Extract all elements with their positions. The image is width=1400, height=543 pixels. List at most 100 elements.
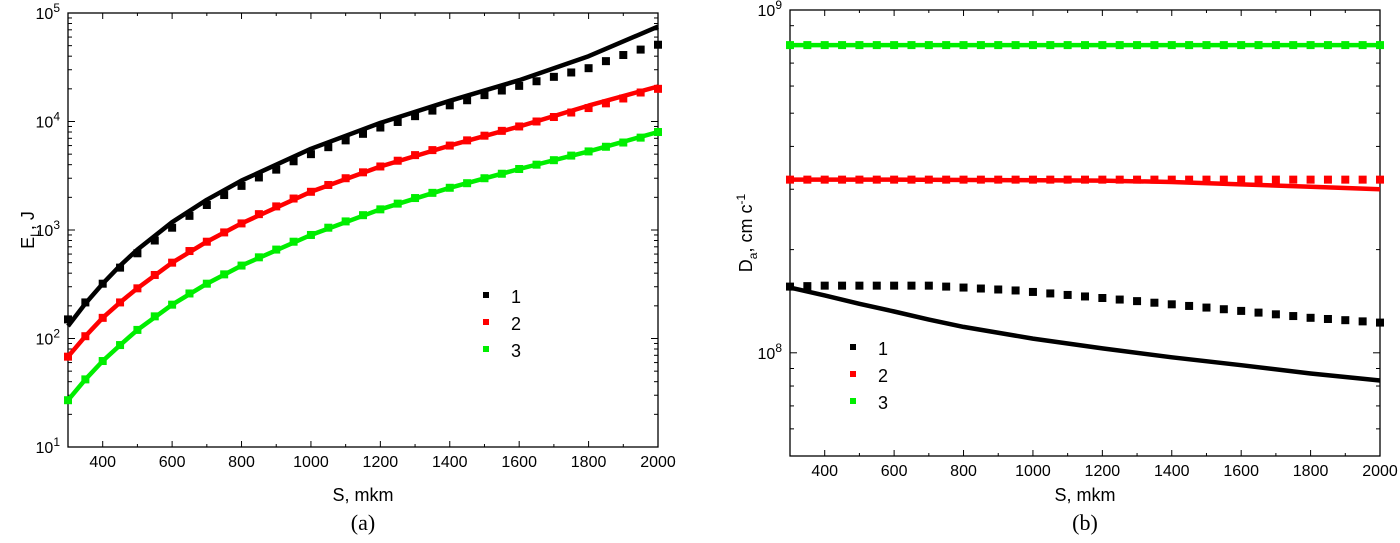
chart1-series-1-marker bbox=[1046, 289, 1055, 298]
chart-panel-a: 400 600 800 1000 1200 1400 1600 1800 2000 101 102 1… bbox=[18, 1, 676, 535]
chart1-x-tick-label: 600 bbox=[881, 463, 908, 480]
chart0-series-2-marker bbox=[150, 270, 159, 279]
chart0-series-1-marker bbox=[220, 191, 229, 200]
chart0-series-2-marker bbox=[306, 187, 315, 196]
chart1-series-2-marker bbox=[994, 175, 1003, 184]
chart0-series-1-marker bbox=[202, 200, 211, 209]
chart0-series-3-marker bbox=[411, 194, 420, 203]
chart0-x-tick-label: 800 bbox=[228, 454, 255, 471]
chart0-series-3-marker bbox=[341, 217, 350, 226]
chart1-series-1-marker bbox=[1115, 295, 1124, 304]
chart0-series-2-marker bbox=[584, 104, 593, 113]
chart1-series-2-marker bbox=[1046, 175, 1055, 184]
chart1-series-2-marker bbox=[1185, 175, 1194, 184]
chart0-series-3-marker bbox=[376, 205, 385, 214]
chart1-series-3-marker bbox=[1341, 41, 1350, 50]
chart1-series-2-marker bbox=[838, 175, 847, 184]
chart1-series-1-marker bbox=[838, 281, 847, 290]
chart1-series-3-marker bbox=[1150, 41, 1159, 50]
chart1-series-2-marker bbox=[1254, 175, 1263, 184]
chart0-series-3-marker bbox=[254, 253, 263, 262]
chart1-series-1-marker bbox=[1219, 305, 1228, 314]
chart0-series-3-marker bbox=[168, 300, 177, 309]
chart1-series-1-marker bbox=[1323, 314, 1332, 323]
chart0-legend-marker-1 bbox=[483, 292, 489, 298]
chart1-series-3-marker bbox=[855, 41, 864, 50]
chart1-series-2-marker bbox=[1376, 175, 1384, 184]
chart1-series-1-marker bbox=[1376, 318, 1384, 327]
chart1-series-3-marker bbox=[1046, 41, 1055, 50]
chart0-y-tick-label: 103 bbox=[36, 218, 61, 240]
chart1-series-2-marker bbox=[1150, 175, 1159, 184]
chart1-x-tick-label: 1600 bbox=[1223, 463, 1259, 480]
chart1-x-axis-title: S, mkm bbox=[1055, 485, 1116, 505]
chart0-series-3-marker bbox=[237, 261, 246, 270]
chart0-series-1-marker bbox=[393, 117, 402, 126]
chart1-series-1-marker bbox=[1150, 298, 1159, 307]
chart1-series-1-marker bbox=[1358, 317, 1367, 326]
chart1-series-3-marker bbox=[890, 41, 899, 50]
chart1-series-3-marker bbox=[1028, 41, 1037, 50]
chart0-series-1-marker bbox=[341, 136, 350, 145]
chart0-x-axis-title: S, mkm bbox=[333, 485, 394, 505]
chart0-series-1-marker bbox=[237, 181, 246, 190]
chart1-series-1-marker bbox=[786, 282, 794, 291]
chart0-series-1-marker bbox=[549, 72, 558, 81]
chart1-series-2-marker bbox=[1219, 175, 1228, 184]
chart0-legend-marker-3 bbox=[483, 346, 489, 352]
chart1-series-3-marker bbox=[838, 41, 847, 50]
chart0-series-2-marker bbox=[81, 332, 90, 341]
chart0-y-tick-label: 102 bbox=[36, 327, 61, 349]
chart0-x-tick-label: 400 bbox=[89, 454, 116, 471]
chart1-x-tick-label: 2000 bbox=[1362, 463, 1398, 480]
chart0-series-3-marker bbox=[584, 147, 593, 156]
chart1-series-3-marker bbox=[803, 41, 812, 50]
chart0-y-tick-label: 105 bbox=[36, 1, 61, 23]
chart1-series-3-marker bbox=[994, 41, 1003, 50]
chart1-series-1-marker bbox=[1098, 294, 1107, 303]
chart1-series-2-marker bbox=[1167, 175, 1176, 184]
chart1-series-3-marker bbox=[1289, 41, 1298, 50]
chart0-series-1-marker bbox=[654, 40, 662, 49]
chart0-series-2-marker bbox=[237, 219, 246, 228]
chart0-y-tick-label: 101 bbox=[36, 435, 61, 457]
chart0-series-2-marker bbox=[445, 141, 454, 150]
chart1-series-1-marker bbox=[1341, 316, 1350, 325]
chart0-series-3-marker bbox=[619, 138, 628, 147]
chart0-series-3-marker bbox=[393, 199, 402, 208]
chart1-series-3-marker bbox=[1133, 41, 1142, 50]
chart0-series-2-marker bbox=[532, 117, 541, 126]
chart1-series-3-marker bbox=[1011, 41, 1020, 50]
chart1-series-3-marker bbox=[924, 41, 933, 50]
chart1-series-1-marker bbox=[872, 281, 881, 290]
chart0-series-1-marker bbox=[306, 150, 315, 159]
chart0-series-2-marker bbox=[341, 174, 350, 183]
chart1-series-3-marker bbox=[1358, 41, 1367, 50]
chart0-series-3-marker bbox=[133, 325, 142, 334]
chart1-series-3-marker bbox=[1185, 41, 1194, 50]
chart0-series-1-marker bbox=[116, 263, 125, 272]
chart1-series-1-marker bbox=[855, 281, 864, 290]
chart1-series-1-marker bbox=[803, 282, 812, 291]
chart1-series-2-marker bbox=[959, 175, 968, 184]
chart1-series-1-marker bbox=[1028, 287, 1037, 296]
chart0-x-tick-label: 1200 bbox=[363, 454, 399, 471]
chart1-series-2-marker bbox=[942, 175, 951, 184]
chart1-series-1-marker bbox=[1185, 301, 1194, 310]
chart0-series-1-marker bbox=[64, 315, 72, 324]
chart1-series-1-marker bbox=[959, 283, 968, 292]
chart1-series-2-marker bbox=[1028, 175, 1037, 184]
chart1-y-tick-label: 108 bbox=[758, 341, 783, 363]
chart1-series-3-marker bbox=[1115, 41, 1124, 50]
chart1-series-2-marker bbox=[872, 175, 881, 184]
chart1-legend-label-1: 1 bbox=[878, 339, 888, 359]
chart1-series-3-marker bbox=[1098, 41, 1107, 50]
chart1-plot-frame bbox=[789, 9, 1381, 457]
chart1-legend-marker-3 bbox=[850, 398, 856, 404]
chart0-series-1-marker bbox=[133, 249, 142, 258]
chart1-series-1-marker bbox=[1133, 297, 1142, 306]
chart0-series-3-marker bbox=[359, 211, 367, 220]
chart0-series-1-marker bbox=[636, 45, 645, 54]
chart0-series-2-marker bbox=[254, 210, 263, 219]
chart1-series-2-marker bbox=[1289, 175, 1298, 184]
